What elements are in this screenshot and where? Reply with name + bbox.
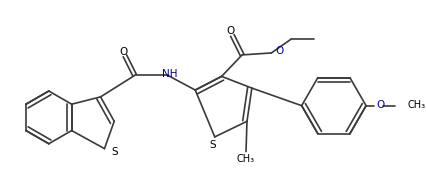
Text: CH₃: CH₃	[407, 100, 425, 110]
Text: O: O	[226, 26, 235, 36]
Text: O: O	[119, 47, 127, 57]
Text: S: S	[210, 140, 216, 150]
Text: S: S	[111, 146, 118, 157]
Text: O: O	[275, 46, 284, 56]
Text: O: O	[377, 100, 385, 110]
Text: CH₃: CH₃	[237, 154, 255, 164]
Text: NH: NH	[162, 69, 178, 79]
